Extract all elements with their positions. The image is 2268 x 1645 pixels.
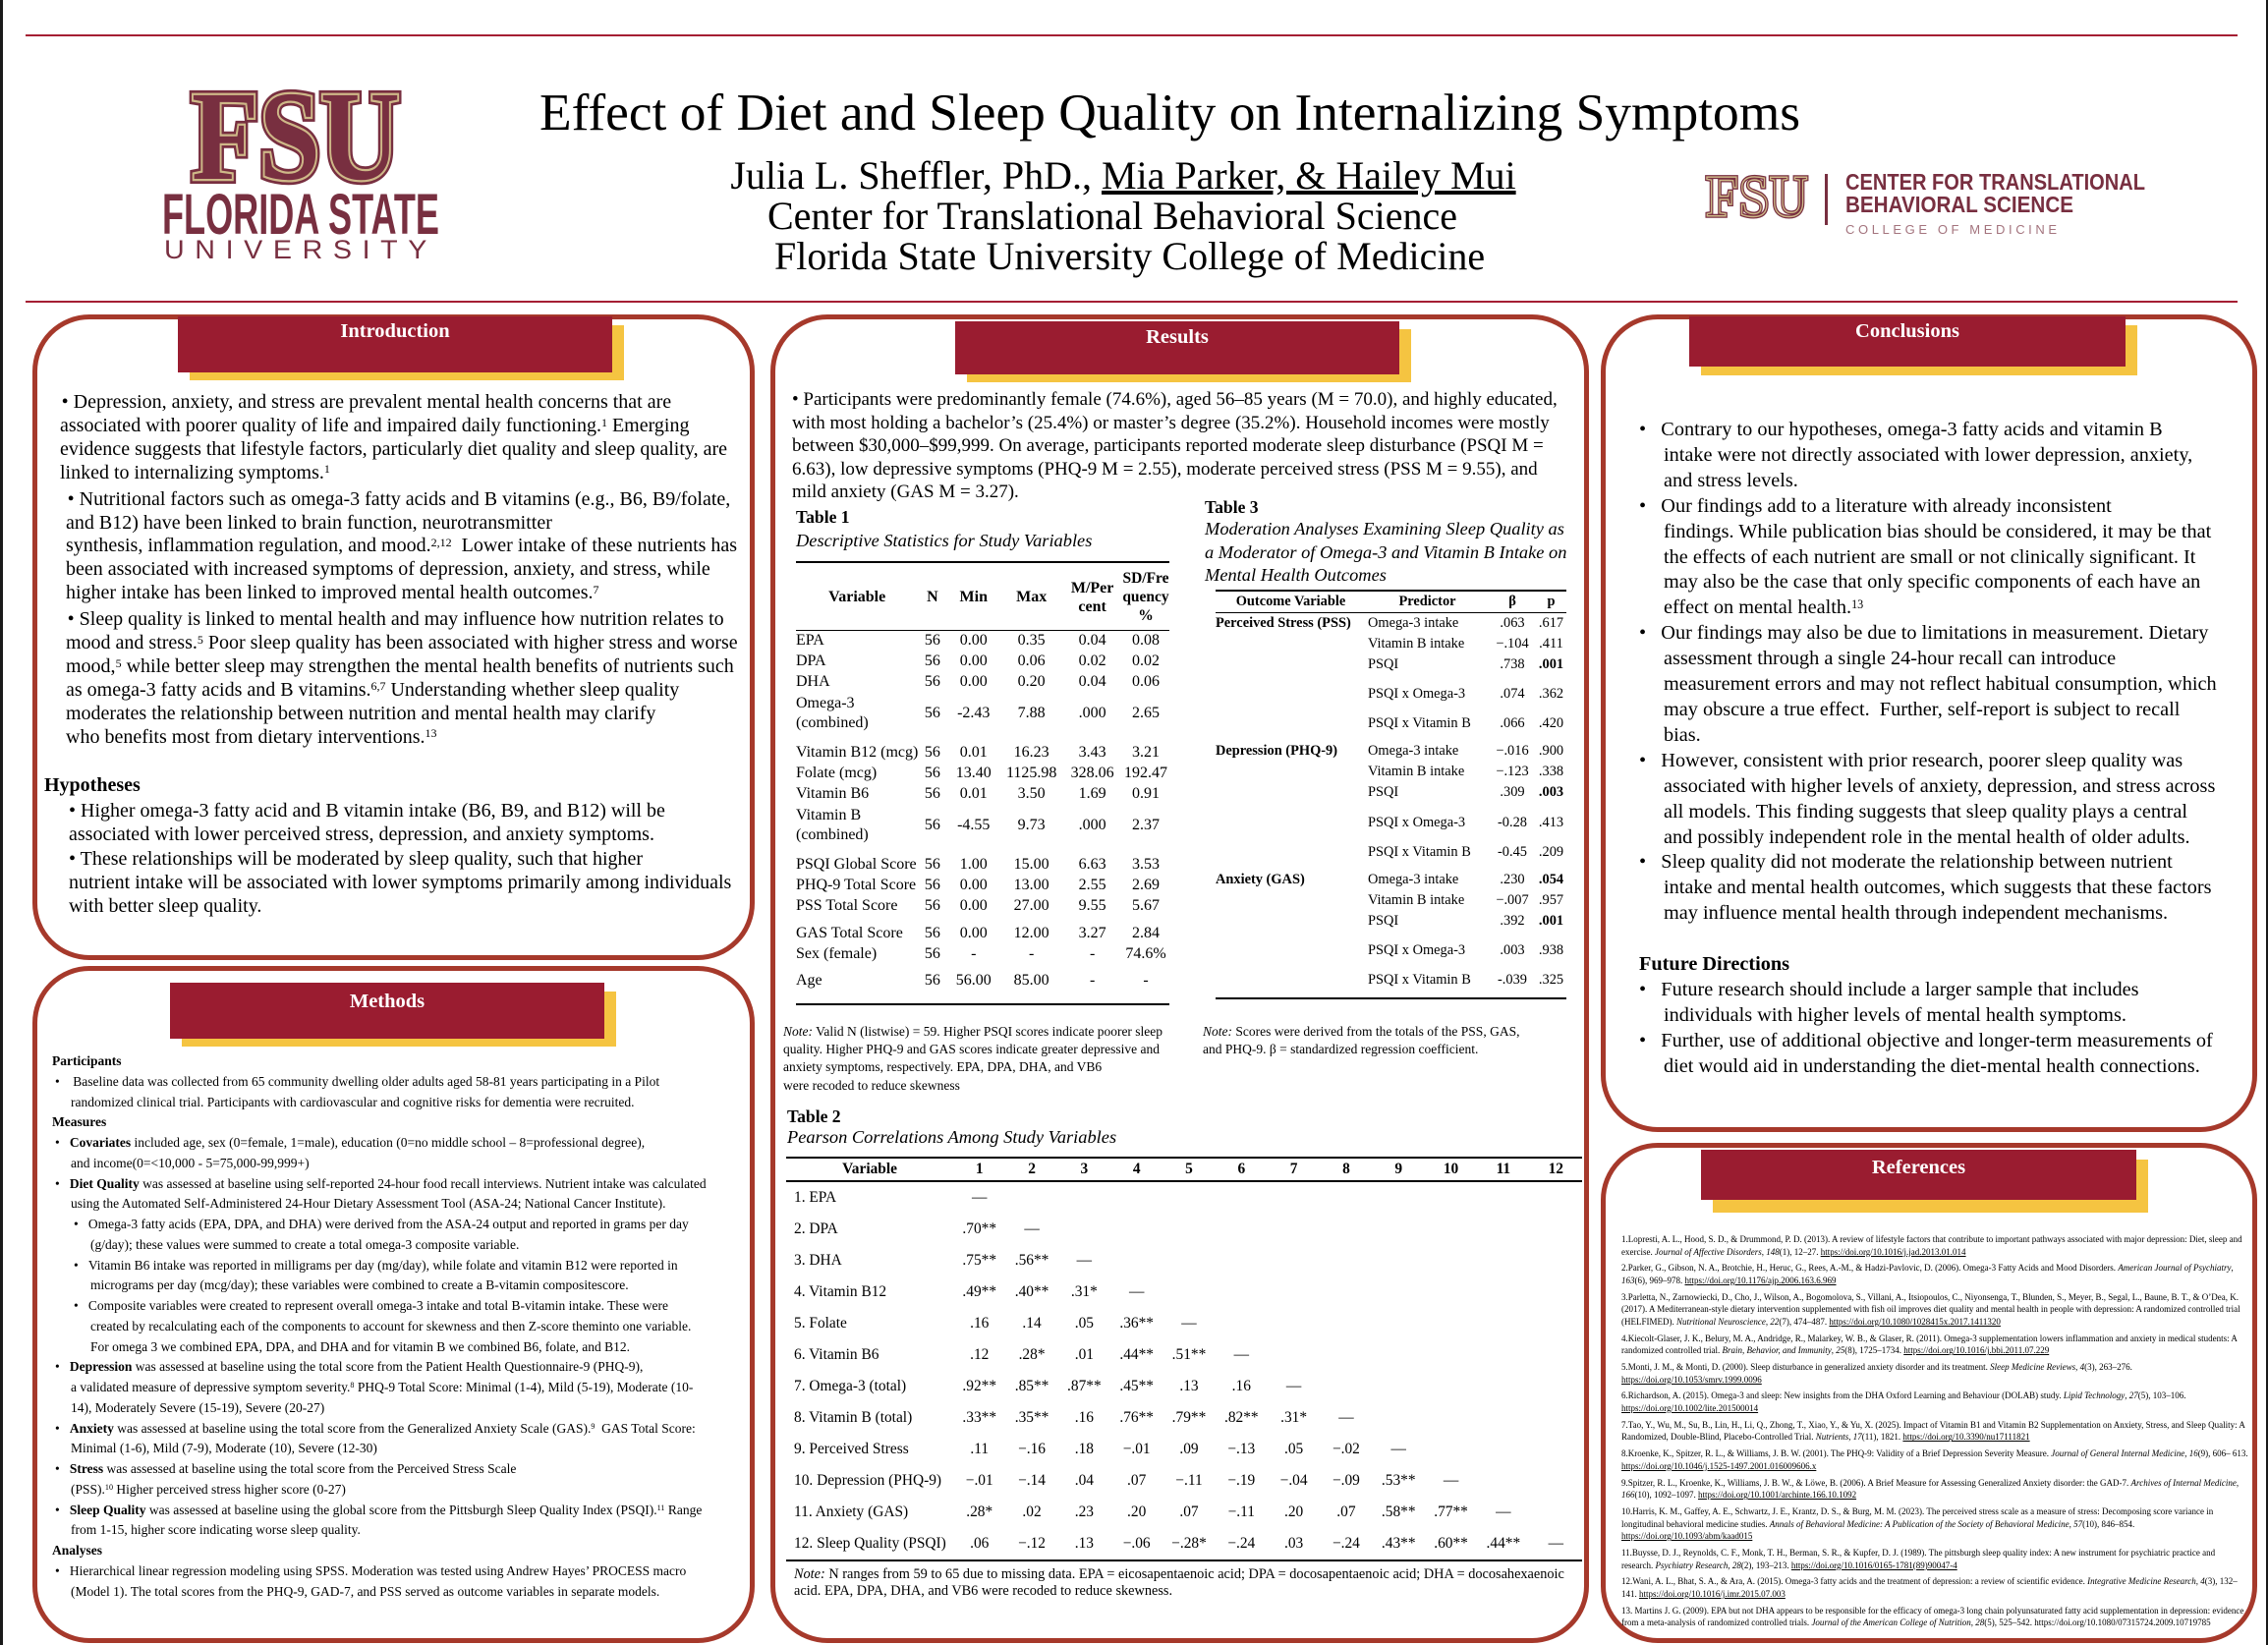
svg-text:FSU: FSU xyxy=(192,79,400,207)
svg-text:FSU: FSU xyxy=(192,79,400,207)
svg-text:COLLEGE OF MEDICINE: COLLEGE OF MEDICINE xyxy=(1845,222,2061,237)
svg-text:FLORIDA STATE: FLORIDA STATE xyxy=(162,183,439,247)
svg-text:BEHAVIORAL SCIENCE: BEHAVIORAL SCIENCE xyxy=(1845,192,2073,217)
svg-text:FSU: FSU xyxy=(1706,167,1808,229)
svg-text:UNIVERSITY: UNIVERSITY xyxy=(164,235,437,264)
svg-text:FSU: FSU xyxy=(192,79,400,207)
svg-text:FSU: FSU xyxy=(1706,167,1808,229)
svg-text:CENTER FOR TRANSLATIONAL: CENTER FOR TRANSLATIONAL xyxy=(1845,169,2145,195)
